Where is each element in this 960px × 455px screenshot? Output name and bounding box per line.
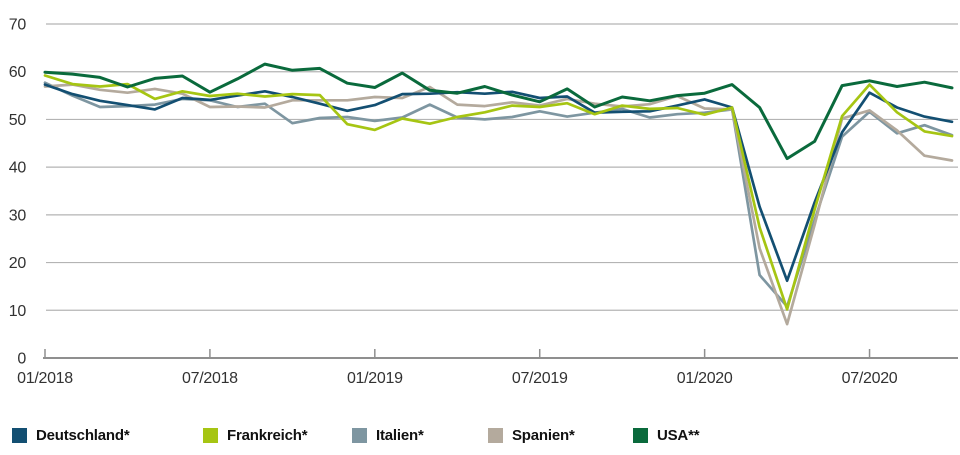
y-axis-label-30: 30 [9, 207, 27, 224]
legend-label-deutschland: Deutschland* [36, 427, 130, 444]
legend-item-usa: USA** [633, 427, 700, 444]
y-axis-label-50: 50 [9, 112, 27, 129]
legend-item-italien: Italien* [352, 427, 424, 444]
legend-item-deutschland: Deutschland* [12, 427, 130, 444]
legend-item-frankreich: Frankreich* [203, 427, 308, 444]
x-axis-label-0: 01/2018 [17, 370, 73, 387]
x-axis-label-4: 01/2020 [677, 370, 733, 387]
legend-label-italien: Italien* [376, 427, 424, 444]
legend-label-usa: USA** [657, 427, 700, 444]
y-axis-label-20: 20 [9, 255, 27, 272]
series-line-frankreich [43, 74, 954, 311]
y-axis-label-10: 10 [9, 303, 27, 320]
x-axis-label-2: 01/2019 [347, 370, 403, 387]
x-axis-label-5: 07/2020 [842, 370, 898, 387]
legend-label-frankreich: Frankreich* [227, 427, 308, 444]
legend-swatch-frankreich [203, 428, 218, 443]
chart-plot-area: 0 10 20 30 40 50 60 70 01/2018 07/2018 01/2019 07/2… [9, 17, 958, 387]
series-line-spanien [43, 83, 954, 326]
y-axis-label-40: 40 [9, 160, 27, 177]
series-line-italien [43, 81, 954, 308]
series-line-deutschland [43, 83, 954, 283]
legend-swatch-deutschland [12, 428, 27, 443]
y-axis-label-0: 0 [17, 351, 26, 368]
y-axis-label-70: 70 [9, 17, 27, 34]
legend-swatch-italien [352, 428, 367, 443]
series-line-usa [43, 62, 954, 161]
x-axis-label-3: 07/2019 [512, 370, 568, 387]
x-axis-label-1: 07/2018 [182, 370, 238, 387]
legend-item-spanien: Spanien* [488, 427, 575, 444]
chart-legend: Deutschland* Frankreich* Italien* Spanie… [0, 427, 960, 447]
legend-swatch-spanien [488, 428, 503, 443]
legend-label-spanien: Spanien* [512, 427, 575, 444]
legend-swatch-usa [633, 428, 648, 443]
y-axis-label-60: 60 [9, 64, 27, 81]
